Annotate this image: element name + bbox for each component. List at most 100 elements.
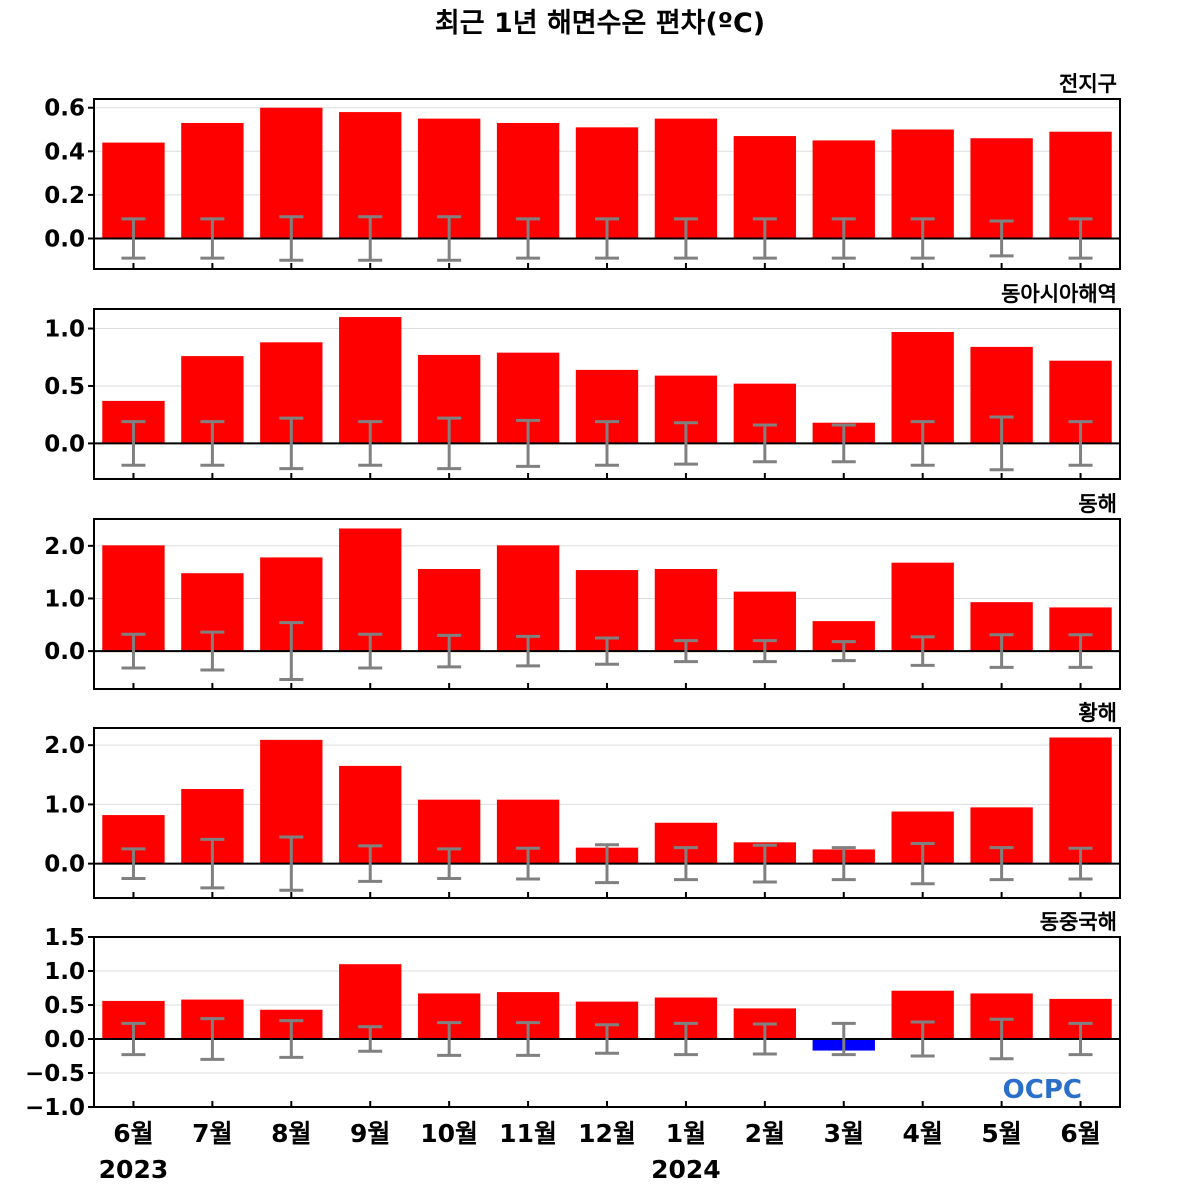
error-bar: [989, 846, 1014, 882]
y-tick-label: 0.0: [44, 431, 85, 457]
error-bar: [989, 633, 1014, 669]
error-bar: [121, 847, 146, 880]
panel-1: 0.0 0.2 0.4 0.6 전지구: [44, 72, 1121, 270]
bar: [339, 528, 402, 652]
y-tick-label: 1.0: [44, 586, 85, 612]
x-tick-label: 6월: [1060, 1119, 1100, 1148]
panel-4: 0.0 1.0 2.0 황해: [44, 701, 1121, 899]
error-bar: [121, 1021, 146, 1057]
error-bar: [1068, 217, 1093, 260]
error-bar: [200, 1017, 225, 1061]
y-tick-label: −1.0: [25, 1095, 85, 1121]
error-bar: [831, 1021, 856, 1057]
error-bar: [200, 420, 225, 467]
panel-title: 전지구: [1059, 72, 1117, 96]
x-tick-label: 8월: [271, 1119, 311, 1148]
x-tick-label: 9월: [350, 1119, 390, 1148]
year-label: 2024: [651, 1155, 721, 1184]
panel-title: 동중국해: [1040, 910, 1117, 934]
error-bar: [516, 217, 541, 260]
y-tick-label: 0.5: [44, 374, 85, 400]
ocpc-logo-text: OCPC: [1003, 1075, 1082, 1105]
error-bar: [831, 423, 856, 464]
x-tick-label: 7월: [192, 1119, 232, 1148]
error-bar: [516, 846, 541, 881]
bar: [654, 569, 718, 652]
x-tick-label: 5월: [981, 1119, 1021, 1148]
panel-2: 0.0 0.5 1.0 동아시아해역: [44, 282, 1121, 480]
ocpc-logo: OCPC: [1003, 1075, 1082, 1105]
error-bar: [595, 1023, 619, 1055]
error-bar: [121, 420, 146, 467]
error-bar: [358, 420, 383, 467]
error-bar: [910, 420, 935, 467]
error-bar: [595, 420, 619, 467]
bar: [1049, 737, 1112, 864]
y-tick-label: 1.0: [44, 317, 85, 343]
error-bar: [752, 217, 777, 260]
error-bar: [121, 632, 146, 670]
error-bar: [437, 1021, 462, 1057]
error-bar: [989, 219, 1014, 258]
x-axis-labels: 6월 7월 8월 9월 10월 11월 12월 1월 2월 3월 4월 5월 6월 2023 2024: [99, 1119, 1101, 1184]
panels-group: 0.0 0.2 0.4 0.6 전지구 0.0 0.5 1.0 동아시아해역 0.0 1.0 2.0 동…: [25, 72, 1121, 1121]
error-bar: [752, 423, 777, 464]
error-bar: [516, 1021, 541, 1057]
x-tick-label: 4월: [902, 1119, 942, 1148]
error-bar: [989, 415, 1014, 472]
x-tick-label: 11월: [499, 1119, 557, 1148]
y-tick-label: 2.0: [44, 534, 85, 560]
y-tick-label: 0.0: [44, 1027, 85, 1053]
panel-title: 동해: [1078, 492, 1117, 516]
chart-title: 최근 1년 해면수온 편차(ºC): [435, 8, 765, 39]
panel-3: 0.0 1.0 2.0 동해: [44, 492, 1121, 690]
error-bar: [910, 217, 935, 260]
error-bar: [673, 639, 698, 664]
y-tick-label: 0.4: [44, 139, 85, 165]
error-bar: [673, 217, 698, 260]
error-bar: [279, 1019, 304, 1059]
x-tick-label: 1월: [666, 1119, 706, 1148]
y-tick-label: 0.0: [44, 852, 85, 878]
error-bar: [437, 416, 462, 471]
error-bar: [595, 217, 619, 260]
error-bar: [200, 837, 225, 890]
error-bar: [279, 621, 304, 682]
panel-5: −1.0 −0.5 0.0 0.5 1.0 1.5 동중국해: [25, 910, 1121, 1121]
y-tick-label: 0.5: [44, 993, 85, 1019]
panel-title: 동아시아해역: [1001, 282, 1117, 306]
x-tick-label: 10월: [420, 1119, 478, 1148]
y-tick-label: 0.0: [44, 226, 85, 252]
y-tick-label: 1.0: [44, 792, 85, 818]
error-bar: [437, 847, 462, 880]
year-label: 2023: [99, 1155, 169, 1184]
error-bar: [358, 844, 383, 883]
y-tick-label: 0.0: [44, 639, 85, 665]
error-bar: [595, 636, 619, 666]
error-bar: [358, 1025, 383, 1053]
error-bar: [358, 215, 383, 262]
error-bar: [752, 843, 777, 884]
error-bar: [595, 843, 619, 885]
error-bar: [673, 846, 698, 882]
x-tick-label: 2월: [745, 1119, 785, 1148]
error-bar: [437, 633, 462, 669]
error-bar: [1068, 420, 1093, 467]
y-tick-label: −0.5: [25, 1061, 85, 1087]
error-bar: [121, 217, 146, 260]
error-bar: [1068, 846, 1093, 881]
x-tick-label: 6월: [113, 1119, 153, 1148]
error-bar: [516, 634, 541, 668]
error-bar: [279, 835, 304, 892]
error-bar: [200, 630, 225, 672]
y-tick-label: 1.0: [44, 959, 85, 985]
error-bar: [279, 416, 304, 471]
error-bar: [831, 846, 856, 882]
error-bar: [910, 635, 935, 667]
error-bar: [673, 1021, 698, 1057]
error-bar: [437, 215, 462, 262]
y-tick-label: 0.6: [44, 96, 85, 122]
error-bar: [910, 1020, 935, 1058]
error-bar: [200, 217, 225, 260]
